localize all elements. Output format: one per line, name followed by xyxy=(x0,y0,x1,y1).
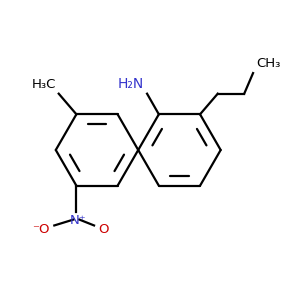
Text: H₃C: H₃C xyxy=(32,78,56,91)
Text: CH₃: CH₃ xyxy=(256,57,280,70)
Text: N⁺: N⁺ xyxy=(70,214,86,227)
Text: O: O xyxy=(98,224,109,236)
Text: H₂N: H₂N xyxy=(118,77,144,91)
Text: ⁻O: ⁻O xyxy=(32,224,50,236)
